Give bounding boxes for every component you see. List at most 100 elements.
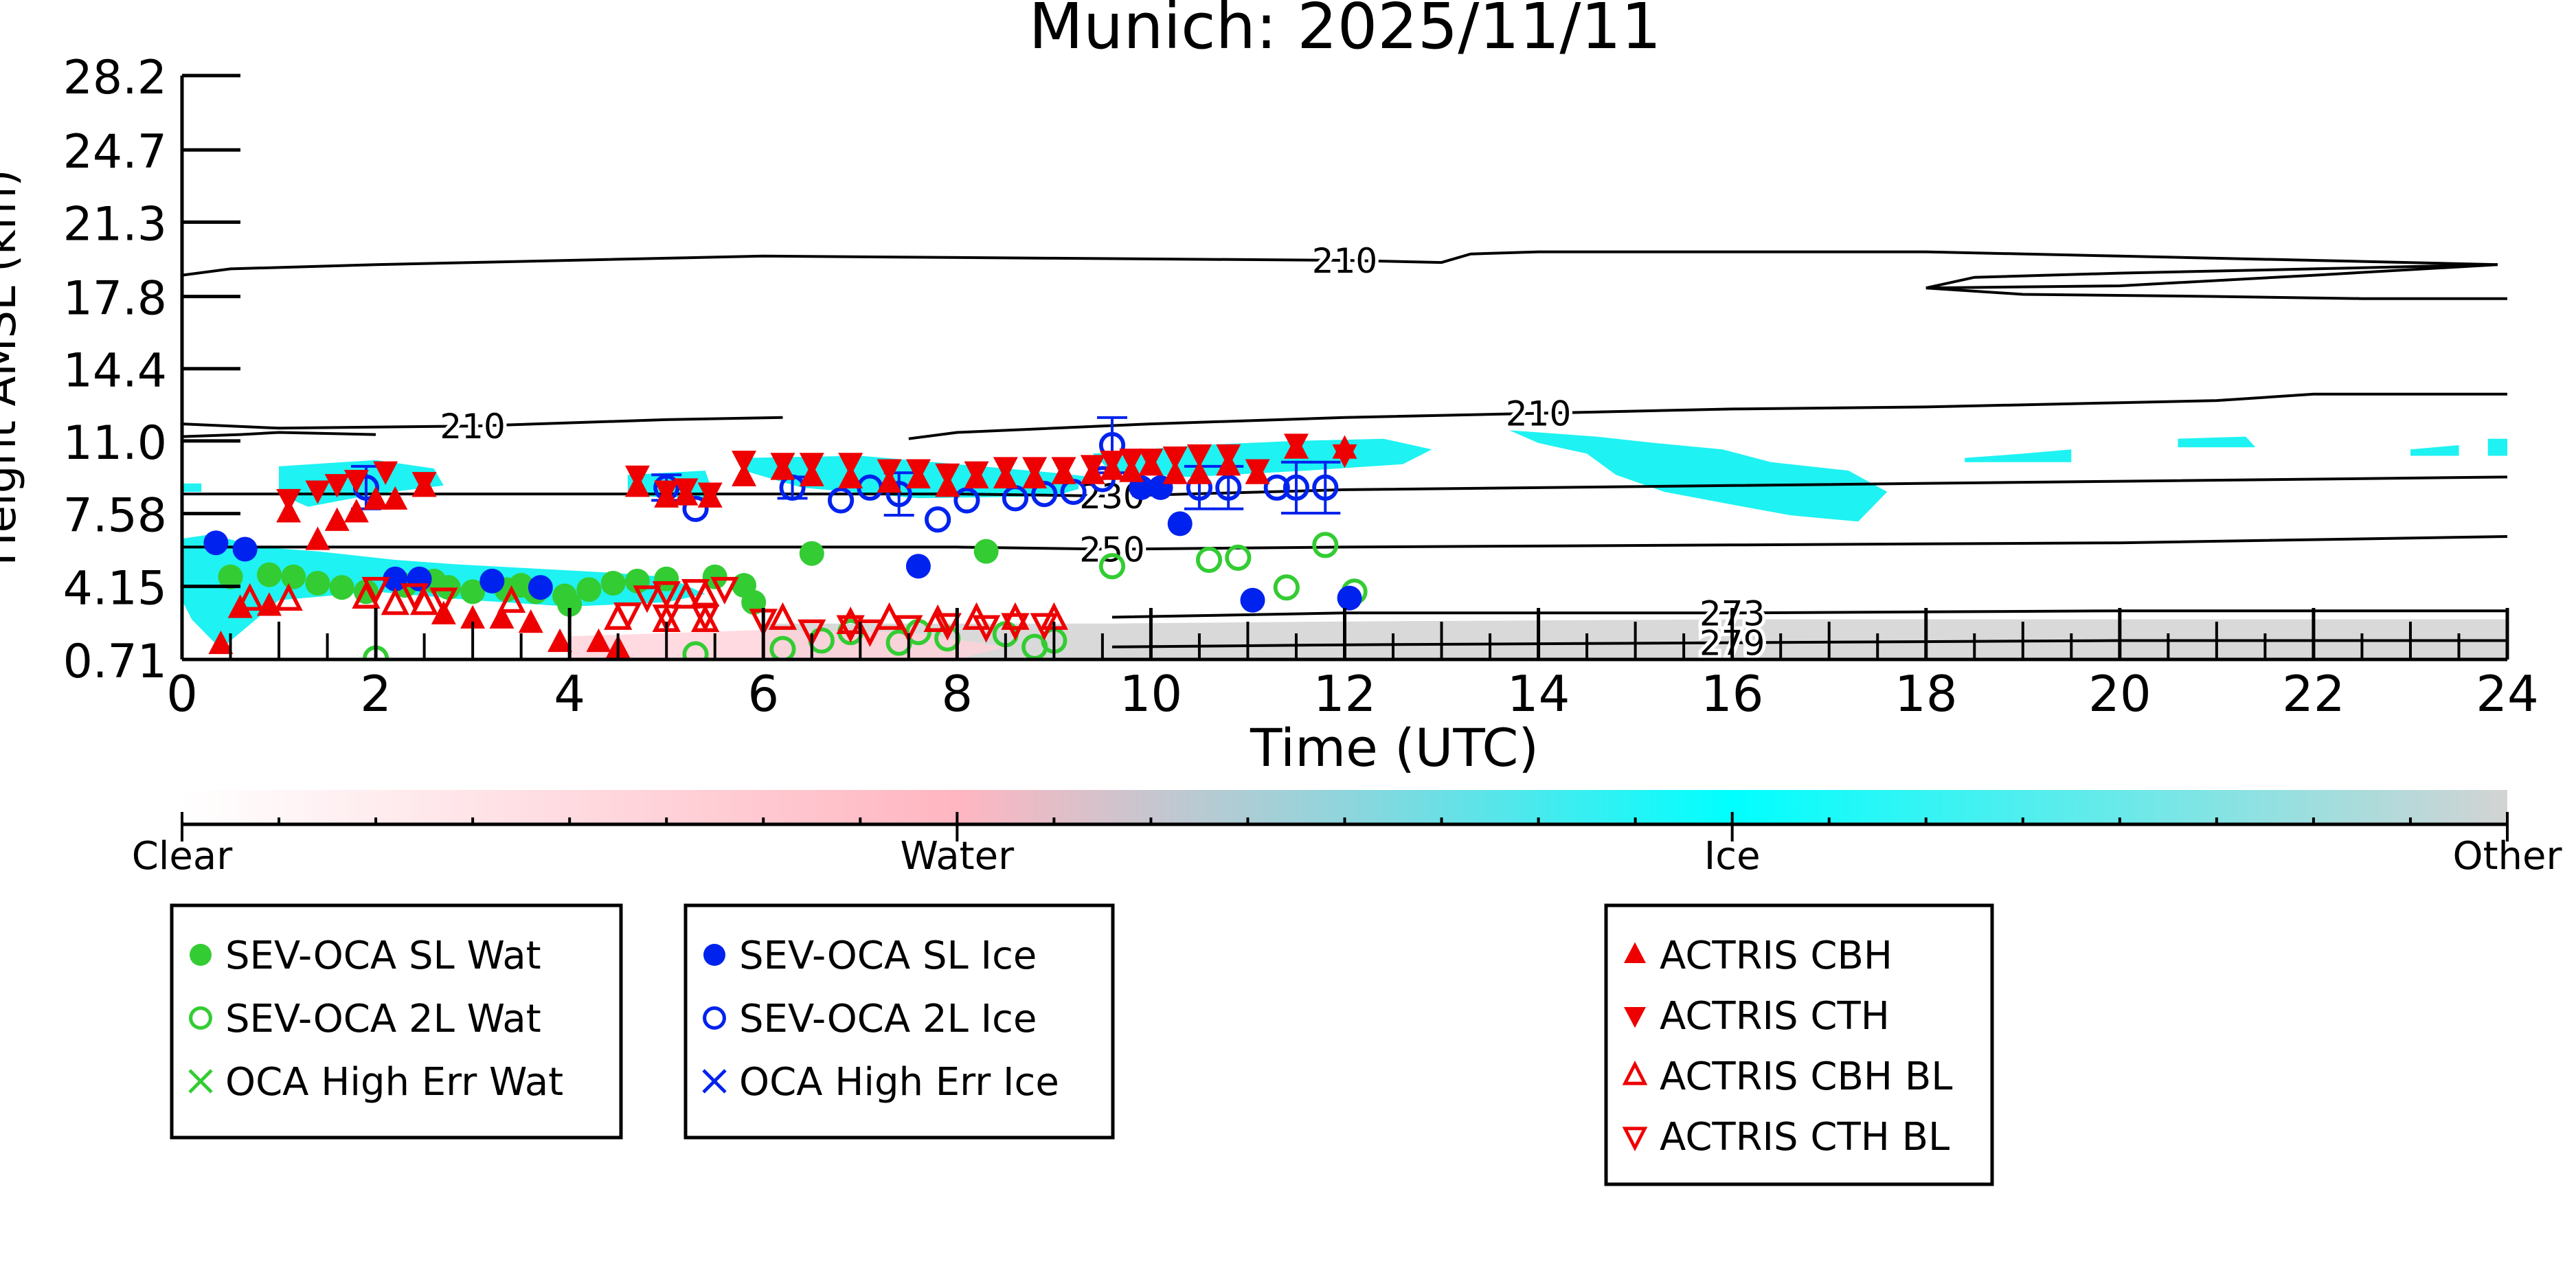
data-point	[732, 462, 757, 486]
y-tick-label: 21.3	[63, 197, 167, 251]
legend-marker	[1624, 942, 1646, 963]
contour-line	[182, 475, 2507, 498]
data-point	[925, 506, 951, 533]
data-point	[799, 541, 824, 566]
data-point	[993, 457, 1018, 481]
contour-line	[1111, 609, 2507, 619]
x-tick-label: 18	[1895, 665, 1958, 723]
series-sev-oca-sl-wat	[218, 539, 999, 617]
contour-line	[182, 535, 2507, 551]
data-point	[798, 619, 826, 647]
contour-label: 210	[1506, 394, 1571, 434]
data-point	[429, 587, 458, 615]
data-point	[407, 566, 432, 591]
classification-ice-region	[2178, 436, 2256, 448]
data-point	[654, 480, 679, 504]
legend-marker	[703, 1006, 726, 1030]
data-point	[1312, 532, 1339, 558]
data-point	[557, 591, 583, 617]
data-point	[343, 469, 369, 494]
data-point	[828, 487, 855, 514]
data-point	[691, 605, 720, 633]
x-tick-label: 24	[2476, 665, 2539, 723]
data-point	[1080, 455, 1105, 479]
data-point	[654, 566, 679, 591]
legend-label: SEV-OCA 2L Ice	[739, 997, 1037, 1041]
data-point	[877, 459, 902, 483]
data-point	[508, 573, 534, 598]
data-point	[770, 453, 795, 477]
data-point	[1162, 446, 1188, 471]
data-point	[953, 487, 980, 514]
contour-line	[182, 416, 783, 430]
data-point	[1186, 460, 1212, 484]
legend-frame	[683, 903, 1115, 1140]
y-tick-label: 17.8	[63, 272, 167, 326]
x-tick-label: 22	[2282, 665, 2345, 723]
data-point	[576, 577, 602, 602]
classification-ice-region	[182, 483, 202, 492]
data-point	[1283, 474, 1310, 501]
data-point	[436, 575, 461, 600]
data-point	[838, 453, 863, 477]
legend-label: ACTRIS CBH	[1660, 934, 1893, 978]
legend-marker	[188, 1069, 213, 1094]
contour-line	[182, 250, 2498, 277]
classification-ice-region	[2487, 438, 2507, 456]
colorbar-label: Other	[2452, 834, 2562, 879]
data-point	[1186, 444, 1212, 468]
data-point	[586, 628, 611, 653]
data-point	[1162, 460, 1188, 484]
data-point	[547, 628, 573, 653]
data-point	[361, 576, 390, 605]
data-point	[497, 585, 526, 613]
contour-label: 210	[440, 407, 505, 447]
data-point	[460, 605, 486, 629]
data-point	[1337, 585, 1362, 611]
data-point	[236, 583, 264, 611]
legend-marker	[1622, 1060, 1648, 1085]
data-point	[905, 459, 931, 483]
y-tick-label: 0.71	[63, 635, 167, 689]
x-tick-label: 8	[941, 665, 973, 723]
data-point	[702, 564, 727, 589]
data-point	[363, 486, 389, 510]
contour-line	[1925, 286, 2507, 300]
data-point	[836, 606, 865, 635]
data-point	[652, 605, 681, 633]
contour-line	[182, 431, 376, 438]
data-point	[479, 568, 505, 594]
data-point	[383, 486, 408, 510]
y-tick-label: 28.2	[63, 51, 167, 105]
x-tick-label: 6	[747, 665, 779, 723]
data-point	[874, 602, 904, 630]
classification-colorbar: Clear Water Ice Other	[132, 790, 2562, 879]
data-point	[276, 488, 302, 513]
data-point	[973, 539, 999, 564]
data-point	[741, 589, 767, 615]
data-point	[1022, 457, 1048, 481]
data-point	[838, 464, 863, 488]
data-point	[411, 472, 437, 496]
data-point	[343, 499, 369, 523]
data-point	[329, 575, 354, 600]
data-point	[203, 530, 229, 556]
legend-box: SEV-OCA SL Ice SEV-OCA 2L Ice OCA High Err…	[683, 903, 1115, 1140]
data-point	[710, 576, 739, 605]
series-actris-cth	[276, 433, 1357, 513]
data-point	[681, 578, 710, 607]
data-point	[373, 461, 398, 485]
legend-label: SEV-OCA SL Wat	[225, 934, 541, 978]
data-point	[905, 554, 931, 579]
data-point	[600, 570, 626, 596]
x-tick-label: 12	[1313, 665, 1377, 723]
y-tick-label: 11.0	[63, 416, 167, 471]
y-tick-label: 7.58	[63, 489, 167, 543]
data-point	[1051, 457, 1076, 481]
data-point	[324, 507, 350, 531]
legend-label: ACTRIS CBH BL	[1660, 1054, 1952, 1099]
legend-label: SEV-OCA SL Ice	[739, 934, 1037, 978]
legend-label: ACTRIS CTH BL	[1660, 1115, 1950, 1160]
data-point	[489, 605, 515, 629]
